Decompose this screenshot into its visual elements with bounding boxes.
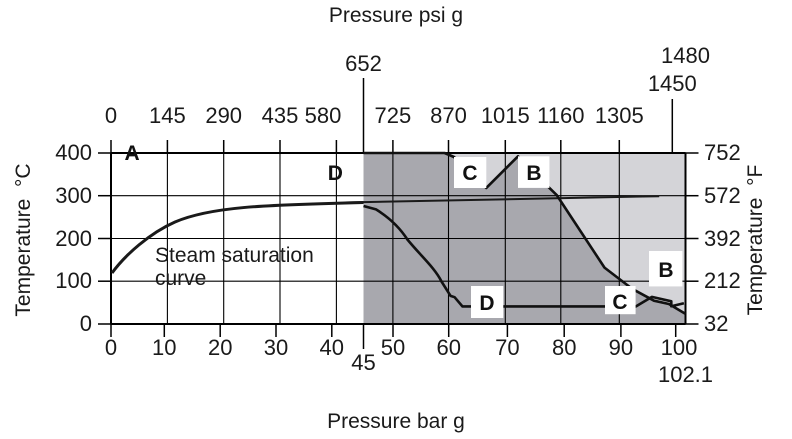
svg-text:870: 870 xyxy=(430,103,467,128)
svg-text:435: 435 xyxy=(262,103,299,128)
svg-text:Pressure psi g: Pressure psi g xyxy=(329,4,463,27)
svg-text:D: D xyxy=(479,292,494,315)
svg-text:Steam saturation: Steam saturation xyxy=(155,244,314,267)
svg-text:0: 0 xyxy=(105,335,117,360)
svg-text:Temperature °C: Temperature °C xyxy=(12,163,35,316)
svg-text:45: 45 xyxy=(351,350,375,375)
svg-text:100: 100 xyxy=(55,268,92,293)
svg-text:0: 0 xyxy=(105,103,117,128)
svg-text:572: 572 xyxy=(704,183,741,208)
svg-text:B: B xyxy=(658,259,673,282)
svg-text:70: 70 xyxy=(495,335,519,360)
svg-text:145: 145 xyxy=(149,103,186,128)
svg-text:725: 725 xyxy=(375,103,412,128)
svg-text:80: 80 xyxy=(552,335,576,360)
svg-text:1450: 1450 xyxy=(648,71,697,96)
svg-text:B: B xyxy=(526,162,541,185)
svg-text:652: 652 xyxy=(345,51,382,76)
svg-text:20: 20 xyxy=(208,335,232,360)
svg-text:1305: 1305 xyxy=(595,103,644,128)
svg-text:290: 290 xyxy=(205,103,242,128)
svg-text:1015: 1015 xyxy=(481,103,530,128)
svg-text:10: 10 xyxy=(152,335,176,360)
svg-text:200: 200 xyxy=(55,226,92,251)
svg-text:Pressure bar g: Pressure bar g xyxy=(327,410,465,433)
svg-text:1480: 1480 xyxy=(661,43,710,68)
svg-text:0: 0 xyxy=(80,311,92,336)
svg-text:580: 580 xyxy=(305,103,342,128)
svg-text:300: 300 xyxy=(55,183,92,208)
svg-text:102.1: 102.1 xyxy=(658,362,713,387)
svg-text:212: 212 xyxy=(704,268,741,293)
svg-text:curve: curve xyxy=(155,267,206,290)
svg-text:392: 392 xyxy=(704,226,741,251)
svg-text:32: 32 xyxy=(704,311,728,336)
svg-text:A: A xyxy=(125,142,140,165)
svg-text:C: C xyxy=(612,291,627,314)
svg-text:400: 400 xyxy=(55,140,92,165)
svg-text:30: 30 xyxy=(264,335,288,360)
svg-text:1160: 1160 xyxy=(537,103,584,128)
svg-text:D: D xyxy=(328,162,343,185)
svg-text:100: 100 xyxy=(661,335,698,360)
svg-text:50: 50 xyxy=(381,335,405,360)
svg-text:40: 40 xyxy=(320,335,344,360)
svg-text:752: 752 xyxy=(704,140,741,165)
svg-text:90: 90 xyxy=(609,335,633,360)
svg-text:60: 60 xyxy=(436,335,460,360)
svg-text:Temperature °F: Temperature °F xyxy=(744,165,767,316)
svg-text:C: C xyxy=(462,162,477,185)
